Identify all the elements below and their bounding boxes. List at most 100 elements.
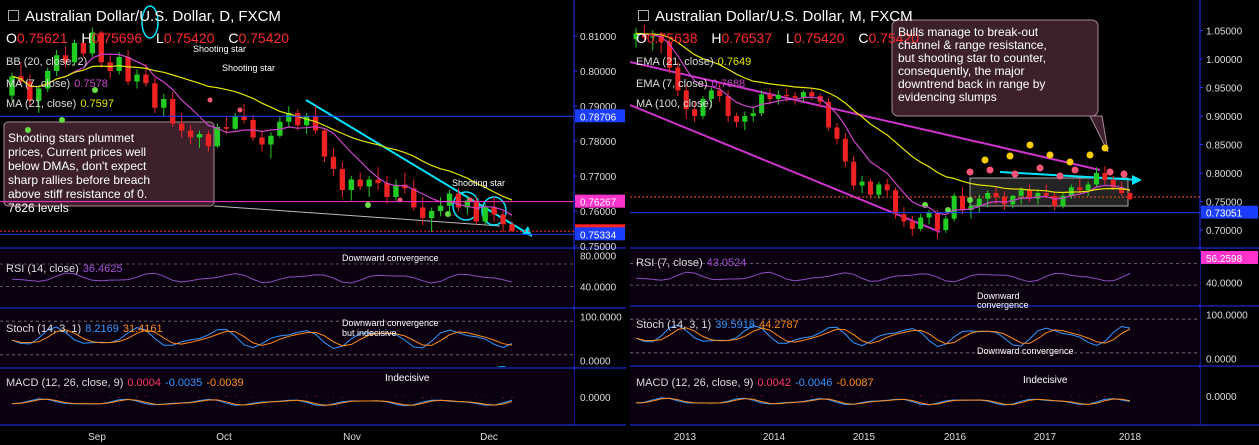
candle-body-0 [633, 33, 639, 40]
svgR-stoch-bg [630, 308, 1200, 364]
range-arrowhead [1132, 175, 1142, 185]
price-tick-0: 0.81000 [580, 32, 617, 43]
monthly-high-label: H [711, 30, 722, 46]
daily-analysis-note: Shooting stars plummet prices, Current p… [8, 131, 151, 215]
macd-v3: -0.0039 [206, 377, 244, 389]
monthly-ohlc-readout: O0.75638 H0.76537 L0.75420 C0.75420 [636, 30, 929, 46]
fractal-dot-red-7 [1120, 170, 1128, 178]
daily-title-text: Australian Dollar/U.S. Dollar, D, FXCM [25, 8, 281, 25]
price-tag-3: 0.75334 [580, 230, 617, 241]
note-pointer [213, 205, 501, 227]
monthly-indicator-ema21[interactable]: EMA (21, close) 0.7649 [636, 56, 751, 68]
candle-body-46 [1018, 190, 1024, 196]
daily-stoch-legend[interactable]: Stoch (14, 3, 1) 8.2169 31.4161 [6, 323, 163, 335]
candle-body-56 [509, 224, 515, 232]
ma7-label: MA (7, close) [6, 78, 71, 90]
candle-body-24 [834, 127, 840, 139]
price-tick-5: 0.80000 [1206, 169, 1243, 180]
candle-body-49 [446, 193, 453, 206]
downtrend-arrow [305, 99, 533, 237]
monthly-chart-canvas[interactable]: 1.05000 1.00000 0.95000 0.90000 0.85000 0.800… [630, 0, 1259, 445]
daily-chart-title: Australian Dollar/U.S. Dollar, D, FXCM [8, 8, 281, 25]
candle-body-29 [268, 135, 274, 145]
candle-body-26 [851, 161, 857, 186]
signal-dot-green-3 [365, 202, 371, 208]
price-tick-5: 0.76000 [580, 207, 617, 218]
svgR-stoch-d [635, 327, 1131, 345]
monthly-open-label: O [636, 30, 647, 46]
candle-body-8 [700, 98, 706, 117]
daily-indicator-ma7[interactable]: BB (20, close, 2)MA (7, close)0.7578 [6, 78, 108, 90]
candle-body-10 [717, 90, 723, 97]
time-tick-4: 2017 [1034, 432, 1057, 443]
time-tick-1: 2014 [763, 432, 786, 443]
candle-body-32 [901, 214, 907, 222]
monthly-macd-legend[interactable]: MACD (12, 26, close, 9) 0.0042 -0.0046 -0.0… [636, 377, 874, 389]
candle-body-59 [1127, 192, 1133, 200]
price-tag-bg-0 [1201, 205, 1258, 219]
daily-indicator-ma21[interactable]: MA (21, close) 0.7597 [6, 98, 114, 110]
candle-body-29 [876, 184, 882, 195]
downtrend-arrowhead [522, 226, 532, 236]
candle-body-28 [259, 137, 265, 145]
rsi-label: RSI (14, close) [6, 263, 79, 275]
candle-body-4 [666, 41, 673, 68]
ma21-label: MA (21, close) [6, 98, 77, 110]
price-tick-0: 1.05000 [1206, 27, 1243, 38]
candle-body-5 [53, 55, 60, 71]
svgR-stoch-tick-1: 0.0000 [1206, 354, 1237, 365]
daily-chart-panel[interactable]: 0.81000 0.80000 0.79000 0.78000 0.77000 0.760… [0, 0, 626, 445]
price-tick-6: 0.75000 [580, 242, 617, 253]
candle-body-18 [784, 94, 790, 97]
candle-body-43 [393, 184, 399, 197]
candle-body-44 [1001, 196, 1007, 205]
price-tick-1: 0.80000 [580, 67, 617, 78]
monthly-chart-title: Australian Dollar/U.S. Dollar, M, FXCM [638, 8, 913, 25]
candle-body-17 [775, 94, 781, 99]
candle-body-19 [178, 123, 185, 131]
candle-body-30 [884, 184, 890, 191]
candle-body-38 [951, 195, 957, 219]
candle-body-24 [223, 127, 229, 129]
time-tick-0: 2013 [674, 432, 697, 443]
shooting-star-label-3: Shooting star [452, 178, 506, 188]
m-macd-label: MACD (12, 26, close, 9) [636, 377, 754, 389]
daily-ohlc-readout: O0.75621 H0.75696 L0.75420 C0.75420 [6, 30, 299, 46]
candle-body-3 [36, 88, 42, 101]
rsi-tag-bg [1201, 251, 1258, 264]
monthly-indicator-ema7[interactable]: EMA (7, close) 0.7688 [636, 78, 745, 90]
monthly-indicator-ma100[interactable]: MA (100, close) [636, 98, 712, 110]
price-tick-4: 0.77000 [580, 172, 617, 183]
candle-body-16 [152, 83, 158, 108]
svgL-rsi-tick-1: 40.0000 [580, 282, 617, 293]
monthly-chart-panel[interactable]: 1.05000 1.00000 0.95000 0.90000 0.85000 0.800… [630, 0, 1259, 445]
daily-rsi-legend[interactable]: RSI (14, close) 36.4625 [6, 263, 123, 275]
monthly-stoch-legend[interactable]: Stoch (14, 3, 1) 39.5918 44.2787 [636, 319, 799, 331]
monthly-rsi-legend[interactable]: RSI (7, close) 43.0524 [636, 257, 746, 269]
candle-body-43 [993, 192, 999, 197]
candle-body-13 [742, 116, 748, 122]
daily-high-value: 0.75696 [91, 30, 143, 46]
collapse-icon[interactable] [638, 10, 649, 21]
note-box [3, 121, 215, 207]
daily-low-label: L [156, 30, 164, 46]
time-tick-2: Nov [343, 432, 361, 443]
candle-body-31 [286, 113, 292, 122]
daily-indicator-bb[interactable]: BB (20, close, 2) [6, 56, 87, 68]
daily-macd-legend[interactable]: MACD (12, 26, close, 9) 0.0004 -0.0035 -0.0… [6, 377, 244, 389]
daily-chart-canvas[interactable]: 0.81000 0.80000 0.79000 0.78000 0.77000 0.760… [0, 0, 626, 445]
candle-body-37 [943, 218, 949, 231]
macd-indecisive-note: Indecisive [385, 373, 430, 384]
svgL-stoch-bg [0, 310, 574, 366]
candle-body-22 [205, 134, 212, 147]
price-tick-2: 0.79000 [580, 102, 617, 113]
candle-body-9 [708, 90, 714, 99]
candle-body-31 [893, 190, 899, 215]
fractal-dot-red-6 [1106, 168, 1114, 176]
price-tick-6: 0.75000 [1206, 198, 1243, 209]
svgR-rsi-tick-0: 40.0000 [1206, 278, 1243, 289]
svgL-stoch-tick-0: 100.0000 [580, 313, 622, 324]
candle-body-21 [196, 134, 203, 138]
channel-upper [630, 61, 1101, 171]
collapse-icon[interactable] [8, 10, 19, 21]
